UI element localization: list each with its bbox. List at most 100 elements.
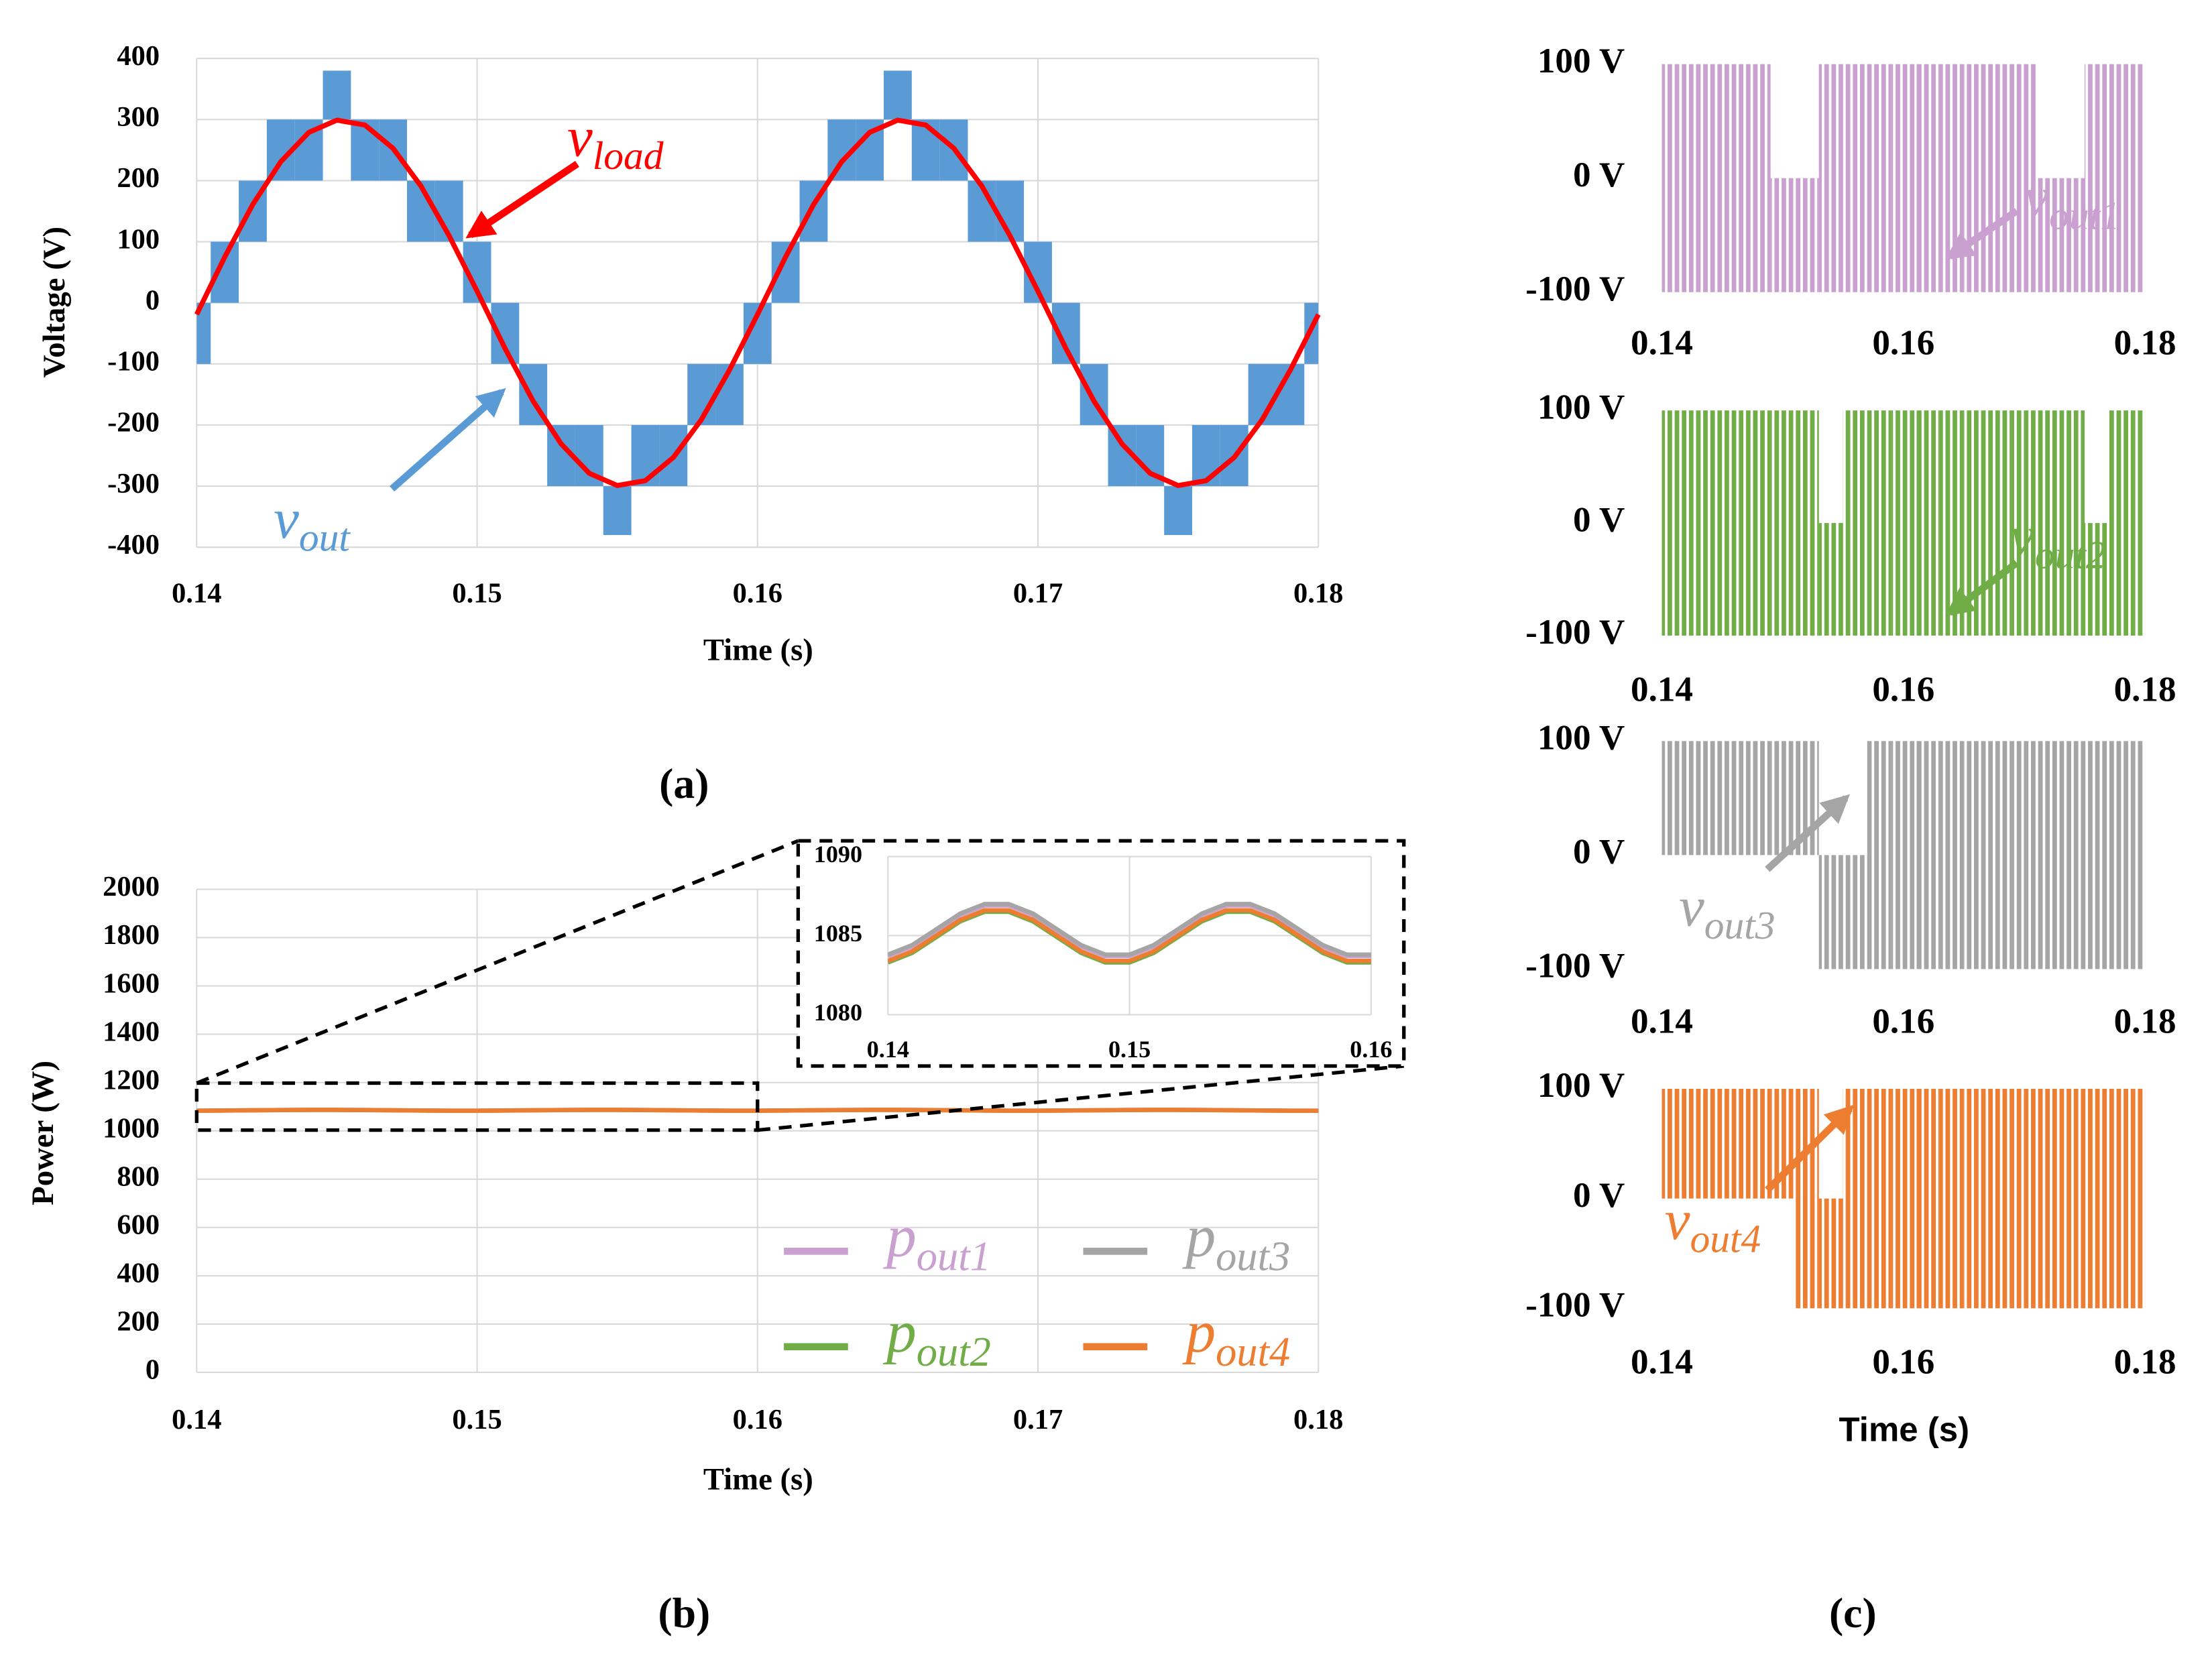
band-segment: [1987, 64, 2012, 292]
x-tick-label: 0.17: [1013, 1404, 1063, 1435]
y-axis-label: Power (W): [25, 1061, 60, 1205]
series-label: vout: [274, 487, 351, 560]
band-segment: [1843, 1088, 1867, 1309]
band-segment: [2036, 741, 2060, 969]
band-segment: [1662, 1088, 1674, 1199]
series-label: vout4: [1665, 1189, 1761, 1261]
caption: (b): [658, 1589, 710, 1637]
y-tick-label: 100: [117, 223, 160, 255]
band-segment: [2060, 1088, 2085, 1309]
band-segment: [1698, 410, 1723, 636]
y-tick-label: 400: [117, 1258, 160, 1289]
y-tick-label: -200: [107, 407, 160, 438]
y-tick-label: -300: [107, 468, 160, 499]
band-segment: [1818, 523, 1843, 636]
band-segment: [1662, 741, 1674, 855]
inset-x-tick-label: 0.14: [867, 1036, 909, 1063]
band-segment: [1818, 1198, 1843, 1309]
x-tick-label: 0.18: [1293, 1404, 1343, 1435]
series-label: pout1: [882, 1203, 991, 1280]
x-tick-label: 0.14: [1631, 670, 1693, 709]
label-sub: out: [299, 515, 351, 559]
series-label: pout4: [1182, 1299, 1291, 1375]
y-tick-label: 2000: [103, 871, 160, 902]
y-tick-label: 1000: [103, 1112, 160, 1144]
x-tick-label: 0.16: [1872, 1343, 1934, 1382]
band-segment: [2109, 410, 2134, 636]
band-segment: [1722, 741, 1747, 855]
x-tick-label: 0.14: [172, 1404, 221, 1435]
series-label: vload: [567, 105, 664, 178]
band-segment: [1915, 741, 1940, 969]
band-segment: [1662, 64, 1674, 292]
band-segment: [1987, 741, 2012, 969]
band-segment: [1674, 64, 1698, 292]
band-segment: [1939, 1088, 1964, 1309]
band-segment: [1867, 741, 1891, 969]
y-tick-label: -100 V: [1525, 613, 1625, 652]
band-segment: [1674, 1088, 1698, 1199]
series-line: [888, 902, 1371, 957]
y-tick-label: 200: [117, 162, 160, 194]
band-segment: [351, 119, 380, 181]
inset-y-tick-label: 1080: [814, 999, 862, 1026]
band-segment: [1963, 64, 1988, 292]
series-label: vout1: [2024, 165, 2120, 237]
y-tick-label: 100 V: [1537, 719, 1625, 758]
band-segment: [2085, 64, 2109, 292]
x-tick-label: 0.14: [1631, 1002, 1693, 1041]
band-segment: [196, 302, 211, 364]
caption: (a): [659, 760, 709, 807]
band-segment: [1164, 486, 1193, 536]
band-segment: [1770, 410, 1795, 636]
y-tick-label: 1200: [103, 1064, 160, 1096]
arrow: [1944, 208, 2019, 260]
band-segment: [1963, 741, 1988, 969]
label-base: p: [1182, 1299, 1216, 1365]
label-sub: out3: [1704, 903, 1776, 947]
band-segment: [2085, 741, 2109, 969]
x-tick-label: 0.15: [452, 577, 502, 609]
band-segment: [1698, 1088, 1723, 1199]
series-label: vout2: [2010, 504, 2106, 577]
x-tick-label: 0.16: [733, 1404, 782, 1435]
label-sub: out1: [917, 1233, 991, 1280]
label-base: v: [274, 487, 299, 550]
y-tick-label: 0 V: [1573, 156, 1625, 194]
x-tick-label: 0.16: [1872, 670, 1934, 709]
band-segment: [1987, 410, 2012, 636]
band-segment: [1192, 424, 1220, 487]
arrow: [465, 161, 579, 239]
x-tick-label: 0.18: [2114, 1002, 2176, 1041]
x-tick-label: 0.17: [1013, 577, 1063, 609]
band-segment: [2109, 741, 2134, 969]
y-tick-label: 400: [117, 40, 160, 72]
x-tick-label: 0.18: [2114, 670, 2176, 709]
y-tick-label: 0 V: [1573, 833, 1625, 872]
band-segment: [1867, 64, 1891, 292]
inset-box: [796, 839, 1406, 1068]
label-sub: out1: [2049, 193, 2120, 237]
y-tick-label: 0: [145, 1354, 160, 1386]
inset-y-tick-label: 1085: [814, 920, 862, 947]
zoom-box: [194, 1081, 760, 1132]
y-tick-label: 0 V: [1573, 1176, 1625, 1215]
zoom-connector: [757, 1064, 1405, 1132]
y-tick-label: 0 V: [1573, 500, 1625, 539]
band-segment: [2012, 64, 2036, 292]
band-segment: [2012, 1088, 2036, 1309]
arrow: [390, 388, 506, 492]
label-base: p: [882, 1299, 917, 1365]
band-segment: [1818, 64, 1843, 292]
band-segment: [1915, 64, 1940, 292]
y-tick-label: 1400: [103, 1016, 160, 1047]
band-segment: [1963, 1088, 1988, 1309]
band-segment: [2085, 1088, 2109, 1309]
band-segment: [603, 486, 632, 536]
band-segment: [1794, 178, 1819, 292]
series-label: vout3: [1679, 875, 1776, 947]
label-base: v: [567, 105, 593, 168]
label-sub: out3: [1216, 1233, 1290, 1280]
y-tick-label: 100 V: [1537, 42, 1625, 80]
x-tick-label: 0.16: [733, 577, 782, 609]
